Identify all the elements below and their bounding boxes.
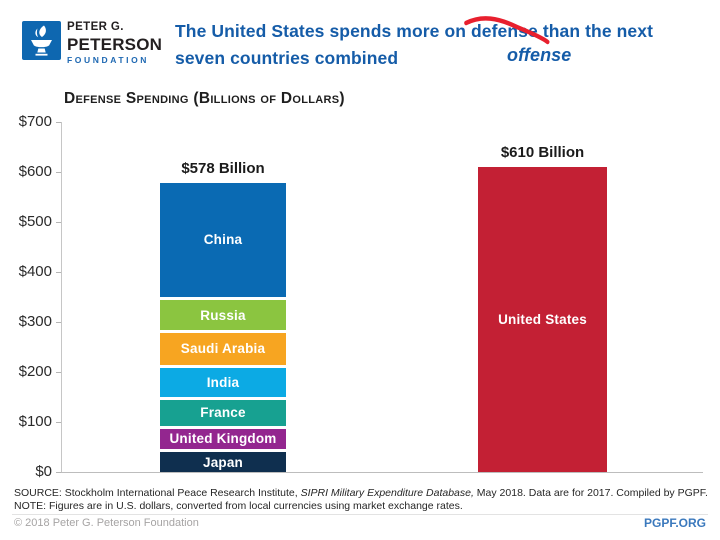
y-axis-tick [56,472,61,473]
source-italic: SIPRI Military Expenditure Database, [300,487,474,499]
segment-china: China [160,182,286,297]
segment-russia: Russia [160,296,286,331]
y-axis-label: $300 [18,313,52,330]
segment-label: United States [498,312,587,327]
y-axis-label: $400 [18,263,52,280]
wordmark-line2: PETERSON [67,34,163,54]
y-axis-label: $500 [18,213,52,230]
segment-label: United Kingdom [169,431,277,447]
headline-line1: The United States spends more on defense… [175,16,720,65]
y-axis-label: $100 [18,413,52,430]
y-axis-label: $0 [35,463,52,480]
y-axis-tick [56,222,61,223]
segment-saudi-arabia: Saudi Arabia [160,330,286,365]
segment-india: India [160,364,286,397]
source-text: SOURCE: Stockholm International Peace Re… [14,487,301,499]
torch-icon [31,25,52,56]
segment-label: France [200,405,246,421]
segment-united-kingdom: United Kingdom [160,425,286,450]
x-axis-baseline [61,472,703,473]
headline-text-before: The United States spends more on [175,21,467,41]
segment-label: Japan [202,454,244,470]
headline-text-after: than the next [542,21,654,41]
handwritten-annotation: offense [507,45,572,65]
source-suffix: May 2018. Data are for 2017. Compiled by… [473,487,708,499]
y-axis-label: $600 [18,163,52,180]
segment-label: China [203,232,243,248]
copyright: © 2018 Peter G. Peterson Foundation [14,517,199,529]
note-line: NOTE: Figures are in U.S. dollars, conve… [14,500,463,512]
pgpf-logo [22,21,61,60]
y-axis-label: $700 [18,113,52,130]
segment-label: India [206,374,240,390]
wordmark-line1: PETER G. [67,21,124,33]
bar-total-label: $578 Billion [181,159,265,177]
y-axis-tick [56,322,61,323]
y-axis-tick [56,422,61,423]
y-axis-tick [56,122,61,123]
segment-france: France [160,396,286,426]
y-axis-line [61,122,62,472]
segment-united-states: United States [478,167,607,472]
bar-next-seven-countries-combined: China Russia Saudi Arabia India France United… [160,182,286,472]
segment-label: Saudi Arabia [180,341,266,357]
segment-label: Russia [200,307,246,323]
y-axis-label: $200 [18,363,52,380]
y-axis-tick [56,172,61,173]
struck-word: defense offense [464,16,571,65]
brand-wordmark: PETER G. PETERSON FOUNDATION [67,21,163,65]
bar-total-label: $610 Billion [500,144,585,161]
y-axis-tick [56,372,61,373]
headline: The United States spends more on defense… [175,16,720,72]
source-note: SOURCE: Stockholm International Peace Re… [14,487,708,499]
struck-word-text: defense [471,21,538,41]
chart-title: Defense Spending (Billions of Dollars) [64,90,345,107]
headline-line2: seven countries combined [175,48,399,68]
footer-divider [12,514,708,515]
bar-united-states: United States [478,167,607,472]
pgpf-org-link[interactable]: PGPF.ORG [643,516,706,530]
segment-japan: Japan [160,449,286,472]
y-axis-tick [56,272,61,273]
wordmark-line3: FOUNDATION [67,54,150,65]
